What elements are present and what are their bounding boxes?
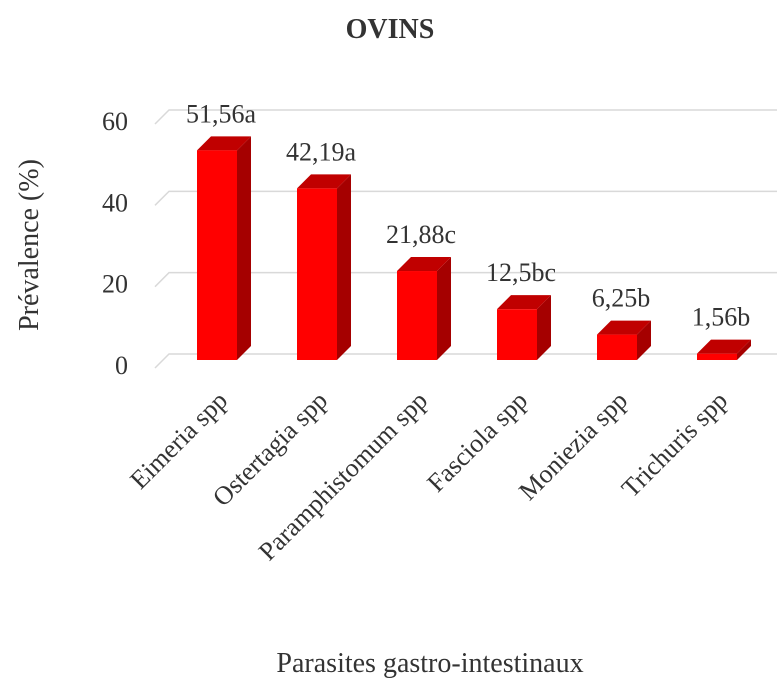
y-axis-label: Prévalence (%) bbox=[14, 159, 45, 331]
grid-line bbox=[154, 353, 777, 369]
x-axis-label: Parasites gastro-intestinaux bbox=[276, 648, 583, 679]
bar bbox=[597, 320, 651, 360]
bar-front bbox=[197, 150, 237, 360]
x-tick-label: Trichuris spp bbox=[616, 386, 733, 503]
bar bbox=[197, 136, 251, 360]
bar-top bbox=[597, 320, 651, 335]
bar-top bbox=[297, 174, 351, 189]
bar-front bbox=[697, 353, 737, 360]
data-label: 21,88c bbox=[386, 220, 456, 249]
data-label: 12,5bc bbox=[486, 258, 556, 287]
y-tick-label: 20 bbox=[102, 270, 128, 299]
bar-side bbox=[237, 136, 251, 360]
bar-top bbox=[697, 339, 751, 354]
bar-side bbox=[737, 339, 751, 360]
bar-side bbox=[637, 320, 651, 360]
chart-title: OVINS bbox=[346, 14, 435, 45]
bar-front bbox=[497, 309, 537, 360]
grid-line bbox=[154, 109, 777, 125]
bar-front bbox=[297, 188, 337, 360]
bar-top bbox=[497, 295, 551, 310]
y-tick-label: 0 bbox=[115, 351, 128, 380]
bar bbox=[297, 174, 351, 360]
y-tick-label: 40 bbox=[102, 188, 128, 217]
grid-line bbox=[154, 190, 777, 206]
bar-top bbox=[197, 136, 251, 151]
bar bbox=[397, 257, 451, 360]
data-label: 6,25b bbox=[592, 284, 651, 313]
bar bbox=[497, 295, 551, 360]
x-tick-label: Paramphistomum spp bbox=[253, 386, 433, 566]
grid-line bbox=[154, 271, 777, 288]
bar-front bbox=[397, 271, 437, 360]
x-tick-label: Moniezia spp bbox=[513, 386, 633, 506]
data-label: 51,56a bbox=[186, 99, 257, 128]
bar-side bbox=[537, 295, 551, 360]
bar-side bbox=[337, 174, 351, 360]
x-tick-label: Eimeria spp bbox=[124, 386, 233, 495]
data-label: 1,56b bbox=[692, 303, 751, 332]
bar-side bbox=[437, 257, 451, 360]
bar bbox=[697, 339, 751, 360]
y-tick-label: 60 bbox=[102, 107, 128, 136]
bar-top bbox=[397, 257, 451, 272]
bar-front bbox=[597, 334, 637, 360]
data-label: 42,19a bbox=[286, 137, 357, 166]
